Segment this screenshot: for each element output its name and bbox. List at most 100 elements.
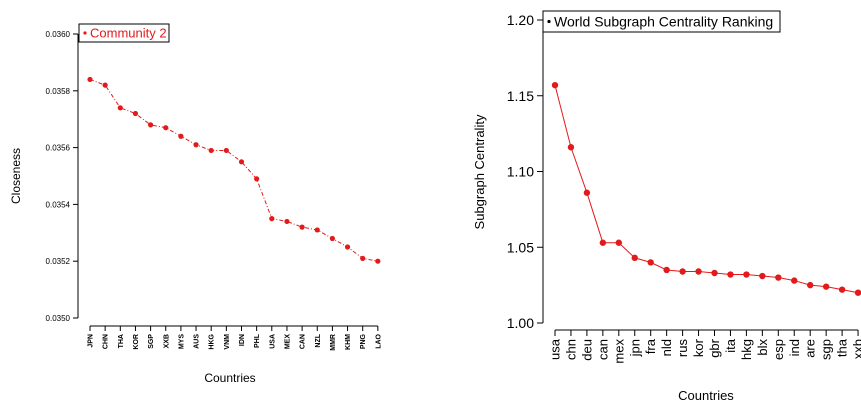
x-tick-label: LAO (375, 333, 382, 348)
legend: World Subgraph Centrality Ranking (542, 10, 781, 33)
data-point (567, 144, 575, 151)
x-tick-label: deu (579, 339, 594, 361)
x-tick-label: usa (548, 338, 563, 360)
data-point (807, 281, 814, 289)
legend-label: World Subgraph Centrality Ranking (554, 14, 773, 30)
y-tick-label: 1.05 (507, 239, 534, 255)
data-point (695, 268, 702, 275)
data-point (759, 272, 766, 280)
data-point (178, 133, 184, 139)
data-point (854, 289, 861, 296)
data-point (238, 159, 245, 165)
x-tick-label: mex (611, 339, 626, 364)
data-point (344, 244, 351, 250)
data-point (679, 268, 686, 275)
x-tick-label: sgp (819, 339, 834, 360)
x-tick-label: VNM (224, 334, 231, 350)
data-point (329, 235, 335, 242)
y-tick-label: 0.0360 (46, 30, 71, 39)
x-tick-label: PHL (254, 333, 261, 348)
data-point (647, 259, 654, 266)
data-point (775, 274, 782, 281)
data-point (599, 239, 607, 246)
data-point (269, 216, 275, 222)
x-tick-label: ita (723, 338, 738, 353)
data-point (117, 105, 123, 111)
legend-marker (547, 19, 551, 24)
y-tick-label: 0.0352 (46, 257, 71, 266)
data-point (102, 82, 108, 88)
closeness-chart: 0.0350 0.0352 0.0354 0.0356 0.0358 0.0360 JPN C… (9, 23, 382, 385)
data-point (314, 227, 320, 233)
x-tick-label: USA (269, 334, 276, 349)
data-point (299, 224, 305, 230)
x-tick-label: CHN (103, 334, 110, 349)
data-point (838, 286, 846, 293)
x-tick-label: XXB (163, 334, 170, 348)
legend-box (78, 23, 170, 43)
data-point (208, 147, 214, 154)
x-tick-label: can (595, 339, 610, 360)
data-point (254, 176, 260, 182)
x-tick-label: MMR (330, 334, 337, 351)
y-tick-label: 0.0356 (46, 144, 71, 153)
data-point (163, 125, 169, 131)
x-tick-label: rus (675, 339, 690, 358)
x-tick-label: gbr (707, 338, 722, 357)
x-axis-title: Countries (678, 388, 734, 403)
x-tick-label: xxb (851, 339, 861, 359)
x-tick-label: are (803, 339, 818, 358)
x-tick-label: SGP (148, 334, 155, 349)
subgraph-centrality-chart: 1.00 1.05 1.10 1.15 1.20 usa chn deu can mex jpn fr… (472, 10, 861, 403)
data-point (551, 81, 559, 89)
x-axis-title: Countries (204, 371, 255, 385)
legend-marker (83, 31, 87, 35)
x-tick-label: hkg (739, 339, 754, 360)
x-tick-label: JPN (88, 334, 95, 348)
data-point (223, 147, 229, 154)
y-tick-label: 0.0358 (46, 87, 71, 96)
x-tick-label: blx (755, 339, 770, 356)
data-point (791, 277, 798, 284)
data-point (743, 271, 750, 278)
legend-box (542, 10, 781, 33)
data-point (711, 269, 718, 277)
y-tick-label: 1.20 (507, 12, 534, 28)
x-tick-label: MEX (284, 334, 291, 350)
legend-label: Community 2 (90, 26, 167, 41)
y-axis-title: Subgraph Centrality (472, 114, 487, 229)
data-point (360, 255, 366, 261)
x-tick-label: nld (659, 339, 674, 356)
y-tick-label: 0.0350 (46, 314, 71, 323)
data-point (193, 142, 199, 148)
legend: Community 2 (78, 23, 170, 43)
x-tick-label: KHM (345, 334, 352, 350)
x-tick-label: tha (835, 338, 850, 357)
data-point (87, 76, 93, 83)
x-tick-label: chn (563, 339, 578, 360)
x-tick-label: kor (691, 338, 706, 357)
x-tick-label: IDN (239, 334, 246, 346)
series-line (554, 85, 859, 294)
x-tick-label: fra (643, 338, 658, 354)
x-tick-label: PNG (360, 333, 367, 349)
data-point (375, 258, 381, 264)
data-point (132, 110, 139, 117)
x-tick-label: CAN (300, 334, 307, 349)
data-point (631, 254, 638, 262)
y-tick-label: 1.00 (507, 315, 534, 331)
x-tick-label: MYS (178, 334, 185, 350)
data-point (148, 122, 154, 128)
y-tick-label: 1.10 (507, 164, 534, 180)
x-tick-label: AUS (194, 334, 201, 349)
x-tick-label: esp (771, 339, 786, 360)
data-point (284, 218, 290, 225)
data-point (727, 271, 734, 278)
x-tick-label: KOR (133, 334, 140, 350)
data-point (583, 189, 591, 196)
series-line (89, 78, 378, 262)
x-tick-label: THA (118, 334, 125, 348)
data-point (663, 266, 670, 274)
y-tick-label: 1.15 (507, 88, 534, 104)
x-tick-label: ind (787, 339, 802, 356)
